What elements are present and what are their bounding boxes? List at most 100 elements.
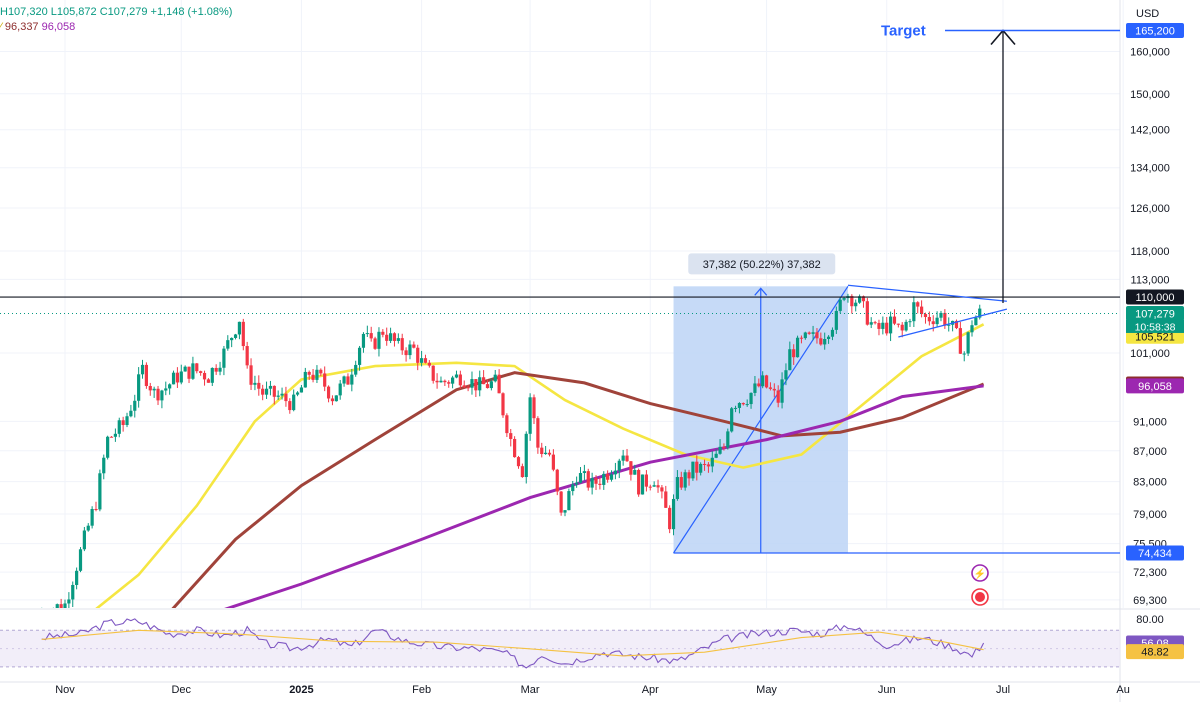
candle-body[interactable] (803, 332, 807, 339)
candle-body[interactable] (644, 474, 649, 487)
trend-line-rally[interactable] (673, 285, 849, 554)
candle-body[interactable] (892, 316, 897, 324)
candle-body[interactable] (102, 457, 106, 474)
candle-body[interactable] (563, 510, 567, 513)
candle-body[interactable] (137, 374, 141, 401)
candle-body[interactable] (396, 338, 400, 341)
candle-body[interactable] (373, 338, 377, 349)
candle-body[interactable] (253, 382, 257, 385)
candle-body[interactable] (582, 471, 586, 474)
candle-body[interactable] (857, 296, 862, 303)
candle-body[interactable] (733, 407, 738, 409)
candle-body[interactable] (648, 486, 652, 488)
candle-body[interactable] (183, 366, 187, 372)
candle-body[interactable] (171, 372, 176, 385)
candle-body[interactable] (52, 610, 55, 617)
candle-body[interactable] (187, 366, 191, 379)
triangle-upper-line[interactable] (847, 284, 1007, 302)
candle-body[interactable] (71, 584, 75, 600)
candle-body[interactable] (544, 452, 548, 455)
candle-body[interactable] (935, 317, 939, 325)
candle-body[interactable] (757, 383, 761, 387)
candle-body[interactable] (749, 392, 753, 405)
candle-body[interactable] (916, 302, 920, 307)
candle-body[interactable] (435, 380, 439, 383)
candle-body[interactable] (478, 377, 482, 391)
candle-body[interactable] (679, 477, 683, 488)
candle-body[interactable] (978, 308, 982, 318)
candle-body[interactable] (970, 325, 974, 333)
candle-body[interactable] (958, 328, 962, 354)
candle-body[interactable] (179, 371, 183, 383)
candle-body[interactable] (761, 375, 765, 387)
candle-body[interactable] (710, 457, 714, 467)
candle-body[interactable] (505, 415, 509, 434)
candle-body[interactable] (392, 333, 397, 341)
candle-body[interactable] (962, 353, 966, 355)
candle-body[interactable] (726, 431, 730, 448)
candle-body[interactable] (67, 599, 71, 604)
candle-body[interactable] (249, 365, 253, 385)
candle-body[interactable] (943, 312, 947, 326)
candle-body[interactable] (226, 340, 230, 349)
candle-body[interactable] (536, 418, 540, 448)
candle-body[interactable] (222, 348, 226, 368)
candle-body[interactable] (489, 381, 493, 389)
candle-body[interactable] (826, 336, 831, 339)
candle-body[interactable] (586, 471, 590, 488)
candle-body[interactable] (451, 377, 455, 384)
candle-body[interactable] (509, 433, 513, 439)
candle-body[interactable] (245, 346, 249, 366)
candle-body[interactable] (664, 491, 668, 508)
candle-body[interactable] (377, 331, 381, 349)
candle-body[interactable] (861, 296, 866, 302)
candle-body[interactable] (168, 384, 172, 389)
candle-body[interactable] (117, 420, 121, 434)
candle-body[interactable] (218, 367, 222, 372)
candle-body[interactable] (571, 484, 575, 492)
candle-body[interactable] (885, 322, 889, 334)
candle-body[interactable] (292, 394, 296, 411)
candle-body[interactable] (164, 388, 168, 391)
candle-body[interactable] (98, 473, 102, 510)
candle-body[interactable] (202, 372, 207, 380)
candle-body[interactable] (567, 491, 571, 511)
candle-body[interactable] (416, 347, 420, 363)
candle-body[interactable] (695, 461, 699, 473)
candle-body[interactable] (257, 382, 261, 389)
candle-body[interactable] (842, 298, 846, 300)
candle-body[interactable] (361, 333, 366, 348)
candle-body[interactable] (947, 324, 951, 326)
candle-body[interactable] (400, 338, 404, 351)
candle-body[interactable] (815, 332, 819, 339)
candle-body[interactable] (125, 416, 129, 426)
candle-body[interactable] (528, 397, 532, 434)
candle-body[interactable] (354, 364, 358, 375)
candle-body[interactable] (315, 369, 319, 380)
candle-body[interactable] (656, 485, 660, 488)
candle-body[interactable] (516, 457, 521, 467)
candle-body[interactable] (303, 371, 307, 388)
candle-body[interactable] (602, 473, 606, 485)
candle-body[interactable] (140, 364, 145, 375)
candle-body[interactable] (637, 469, 641, 495)
candle-body[interactable] (772, 388, 776, 391)
candle-body[interactable] (741, 403, 745, 405)
candle-body[interactable] (206, 379, 211, 383)
candle-body[interactable] (462, 385, 466, 388)
candle-body[interactable] (311, 374, 315, 380)
candle-body[interactable] (881, 322, 885, 329)
candle-body[interactable] (718, 446, 722, 454)
candle-body[interactable] (241, 321, 245, 347)
candle-body[interactable] (776, 390, 780, 403)
candle-body[interactable] (59, 604, 63, 611)
candle-body[interactable] (334, 395, 338, 402)
candle-body[interactable] (385, 334, 389, 341)
candle-body[interactable] (342, 376, 346, 384)
candle-body[interactable] (148, 386, 152, 391)
candle-body[interactable] (338, 383, 342, 396)
candle-body[interactable] (850, 295, 854, 307)
candle-body[interactable] (458, 374, 462, 386)
candle-body[interactable] (369, 333, 373, 339)
